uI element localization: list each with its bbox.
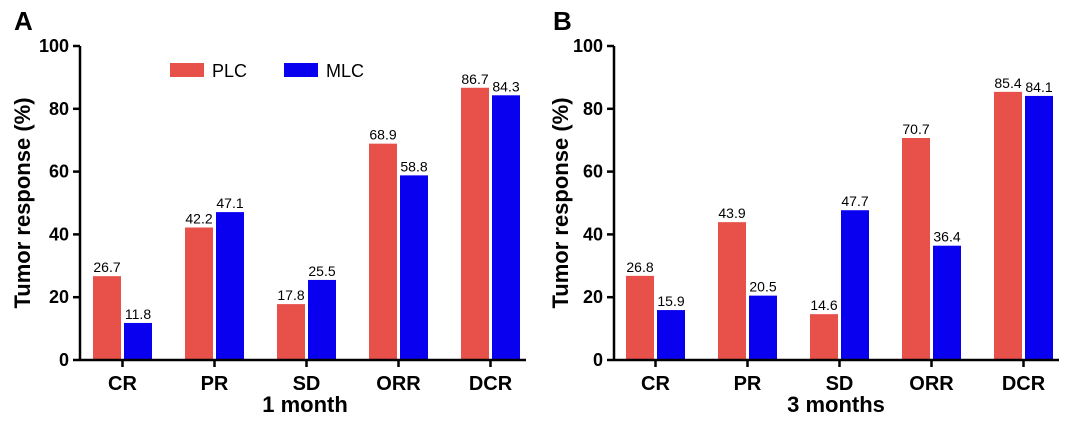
bar-plc-sd <box>810 314 838 360</box>
bar-plc-pr <box>185 227 213 360</box>
y-tick-label: 80 <box>583 99 603 119</box>
legend-label-plc: PLC <box>212 61 247 81</box>
bar-plc-pr <box>718 222 746 360</box>
bar-plc-dcr <box>461 87 489 361</box>
data-label: 84.1 <box>1025 79 1052 95</box>
data-label: 86.7 <box>461 71 488 87</box>
y-tick-label: 100 <box>573 36 603 56</box>
data-label: 47.7 <box>841 193 868 209</box>
data-label: 58.8 <box>400 158 427 174</box>
legend-swatch-plc <box>170 63 204 77</box>
legend-swatch-mlc <box>284 63 318 77</box>
x-tick-label: ORR <box>909 373 954 395</box>
y-tick-label: 0 <box>593 350 603 370</box>
data-label: 36.4 <box>933 229 960 245</box>
x-tick-label: ORR <box>376 373 421 395</box>
bar-mlc-sd <box>841 210 869 360</box>
x-tick-label: CR <box>108 373 137 395</box>
y-tick-label: 40 <box>49 224 69 244</box>
data-label: 14.6 <box>810 297 837 313</box>
bar-mlc-cr <box>657 310 685 360</box>
y-tick-label: 80 <box>49 99 69 119</box>
bar-plc-orr <box>902 138 930 360</box>
x-tick-label: SD <box>826 373 854 395</box>
x-tick-label: DCR <box>469 373 513 395</box>
y-axis-title: Tumor response (%) <box>10 97 35 308</box>
bar-plc-sd <box>277 304 305 360</box>
data-label: 11.8 <box>125 306 151 322</box>
data-label: 26.8 <box>626 259 653 275</box>
data-label: 20.5 <box>749 279 776 295</box>
x-tick-label: DCR <box>1002 373 1046 395</box>
bar-plc-cr <box>626 275 654 360</box>
bar-mlc-cr <box>124 322 152 360</box>
data-label: 42.2 <box>185 210 212 226</box>
y-tick-label: 20 <box>49 287 69 307</box>
x-tick-label: PR <box>201 373 229 395</box>
legend-label-mlc: MLC <box>326 61 364 81</box>
bar-mlc-dcr <box>1025 95 1053 361</box>
x-axis-title: 1 month <box>262 392 348 417</box>
y-tick-label: 0 <box>59 350 69 370</box>
bar-mlc-dcr <box>492 95 520 360</box>
y-tick-label: 100 <box>39 36 69 56</box>
bar-plc-orr <box>369 143 397 360</box>
data-label: 25.5 <box>308 263 335 279</box>
bar-mlc-sd <box>308 279 336 360</box>
legend: PLC MLC <box>170 61 364 81</box>
data-label: 26.7 <box>93 259 120 275</box>
bar-plc-dcr <box>994 91 1022 361</box>
bar-mlc-orr <box>400 175 428 360</box>
data-label: 47.1 <box>216 195 243 211</box>
x-axis-title: 3 months <box>787 392 885 417</box>
bar-plc-cr <box>93 276 121 360</box>
panel-letter: B <box>553 6 572 36</box>
chart-panel-a: A 26.7 42.2 17.8 68.9 86.7 11.8 47.1 25.5 58.8 84.… <box>10 6 526 417</box>
bar-mlc-orr <box>933 245 961 360</box>
data-label: 70.7 <box>902 121 929 137</box>
data-label: 85.4 <box>994 75 1021 91</box>
y-tick-label: 60 <box>49 162 69 182</box>
bar-mlc-pr <box>749 295 777 360</box>
data-label: 43.9 <box>718 205 745 221</box>
y-axis-title: Tumor response (%) <box>548 97 573 308</box>
data-label: 68.9 <box>369 127 396 143</box>
x-tick-label: CR <box>641 373 670 395</box>
data-label: 15.9 <box>657 293 684 309</box>
x-tick-label: PR <box>734 373 762 395</box>
data-label: 84.3 <box>492 78 519 94</box>
panel-letter: A <box>14 6 33 36</box>
y-tick-label: 20 <box>583 287 603 307</box>
y-tick-label: 60 <box>583 162 603 182</box>
x-tick-label: SD <box>293 373 321 395</box>
chart-panel-b: B 26.8 43.9 14.6 70.7 85.4 15.9 20.5 47.7 36.4 84.… <box>548 6 1059 417</box>
data-label: 17.8 <box>277 287 304 303</box>
bar-mlc-pr <box>216 212 244 360</box>
y-tick-label: 40 <box>583 224 603 244</box>
